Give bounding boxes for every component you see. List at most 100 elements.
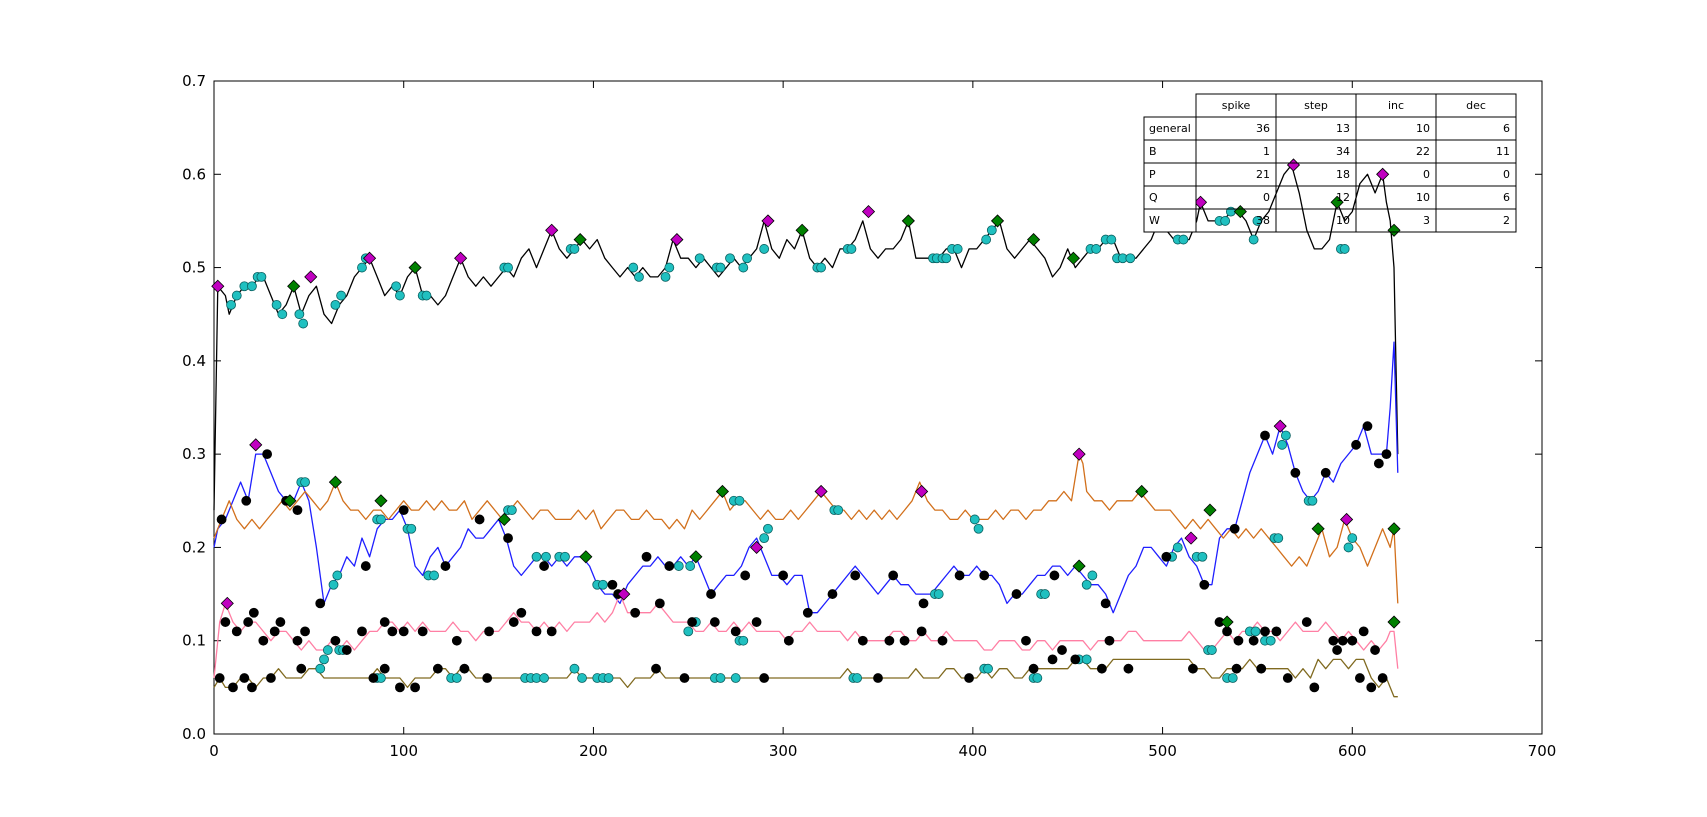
table-header-label: step — [1304, 99, 1328, 112]
black-point-marker — [1377, 673, 1388, 683]
black-point-marker — [740, 570, 751, 581]
cyan-point-marker — [421, 290, 432, 301]
cyan-point-marker — [969, 514, 980, 525]
black-point-marker — [315, 598, 326, 609]
cyan-point-marker — [247, 281, 257, 292]
y-tick-label: 0.3 — [182, 445, 206, 463]
cyan-point-marker — [294, 309, 305, 320]
black-point-marker — [266, 673, 276, 683]
black-point-marker — [1290, 467, 1301, 478]
black-point-marker — [827, 589, 838, 599]
table-header-label: spike — [1222, 99, 1251, 112]
black-point-marker — [216, 514, 227, 525]
black-point-marker — [228, 682, 238, 693]
cyan-point-marker — [328, 579, 339, 590]
table-cell-value: 10 — [1416, 191, 1430, 204]
black-point-marker — [1104, 635, 1115, 646]
spike-diamond-marker — [750, 540, 764, 554]
cyan-point-marker — [1265, 635, 1276, 646]
axes: 0 100 200 300 400 500 600 7000.00.10.20.30.40.5… — [182, 72, 1556, 760]
table-row-label: general — [1149, 122, 1191, 135]
step-diamond-marker — [689, 550, 703, 564]
black-point-marker — [1381, 449, 1392, 460]
black-point-marker — [482, 673, 493, 683]
cyan-point-marker — [1227, 673, 1238, 683]
black-point-marker — [1231, 663, 1242, 674]
table-cell-value: 22 — [1416, 145, 1430, 158]
black-point-marker — [730, 626, 741, 637]
black-point-marker — [516, 607, 527, 618]
black-point-marker — [1028, 663, 1039, 674]
y-tick-label: 0.5 — [182, 259, 206, 277]
cyan-point-marker — [503, 262, 513, 273]
black-point-marker — [398, 505, 409, 516]
black-point-marker — [937, 635, 948, 646]
black-point-marker — [243, 617, 254, 627]
black-point-marker — [1233, 635, 1244, 646]
black-point-marker — [759, 673, 770, 683]
table-cell — [1435, 208, 1517, 233]
cyan-point-marker — [1343, 542, 1354, 553]
event-markers — [211, 158, 1401, 693]
black-point-marker — [379, 663, 390, 674]
step-diamond-marker — [283, 494, 297, 508]
step-diamond-marker — [901, 214, 915, 228]
cyan-point-marker — [451, 673, 462, 683]
cyan-point-marker — [673, 561, 684, 571]
black-point-marker — [503, 533, 513, 543]
black-point-marker — [1248, 635, 1259, 646]
cyan-point-marker — [1197, 551, 1208, 562]
step-diamond-marker — [573, 233, 587, 247]
cyan-point-marker — [391, 281, 402, 292]
black-point-marker — [292, 635, 303, 646]
black-point-marker — [916, 626, 927, 637]
cyan-point-marker — [734, 495, 745, 506]
cyan-point-marker — [319, 654, 329, 665]
step-diamond-marker — [1220, 615, 1234, 629]
black-point-marker — [1021, 635, 1031, 646]
black-point-marker — [1100, 598, 1111, 609]
cyan-point-marker — [1125, 253, 1136, 264]
black-point-marker — [330, 635, 341, 646]
black-point-marker — [357, 626, 367, 637]
cyan-point-marker — [357, 262, 367, 273]
spike-diamond-marker — [363, 251, 377, 265]
black-point-marker — [709, 617, 720, 627]
black-point-marker — [360, 561, 371, 571]
cyan-point-marker — [1206, 645, 1217, 655]
black-point-marker — [546, 626, 557, 637]
cyan-point-marker — [256, 271, 267, 282]
step-diamond-marker — [1233, 205, 1247, 219]
cyan-point-marker — [531, 551, 542, 562]
black-point-marker — [1047, 654, 1058, 665]
step-diamond-marker — [408, 261, 422, 275]
step-diamond-marker — [1387, 223, 1401, 237]
black-point-marker — [641, 551, 652, 562]
cyan-point-marker — [1273, 533, 1284, 543]
table-cell-value: 0 — [1503, 168, 1510, 181]
spike-diamond-marker — [249, 438, 263, 452]
cyan-point-marker — [730, 673, 741, 683]
cyan-point-marker — [833, 505, 844, 516]
cyan-point-marker — [759, 533, 770, 543]
y-tick-label: 0.1 — [182, 632, 206, 650]
black-point-marker — [341, 645, 352, 655]
black-point-marker — [884, 635, 895, 646]
cyan-point-marker — [598, 579, 608, 590]
black-point-marker — [1229, 523, 1240, 534]
cyan-point-marker — [933, 589, 944, 599]
y-tick-label: 0.2 — [182, 538, 206, 556]
series-line-B — [213, 341, 1399, 614]
table-cell-value: 13 — [1336, 122, 1350, 135]
step-diamond-marker — [1066, 251, 1080, 265]
table-cell-value: 12 — [1336, 191, 1350, 204]
black-point-marker — [296, 663, 307, 674]
spike-diamond-marker — [1286, 158, 1301, 172]
black-point-marker — [398, 626, 409, 637]
black-point-marker — [300, 626, 310, 637]
black-point-marker — [395, 682, 405, 693]
black-point-marker — [873, 673, 883, 683]
black-point-marker — [214, 673, 225, 683]
